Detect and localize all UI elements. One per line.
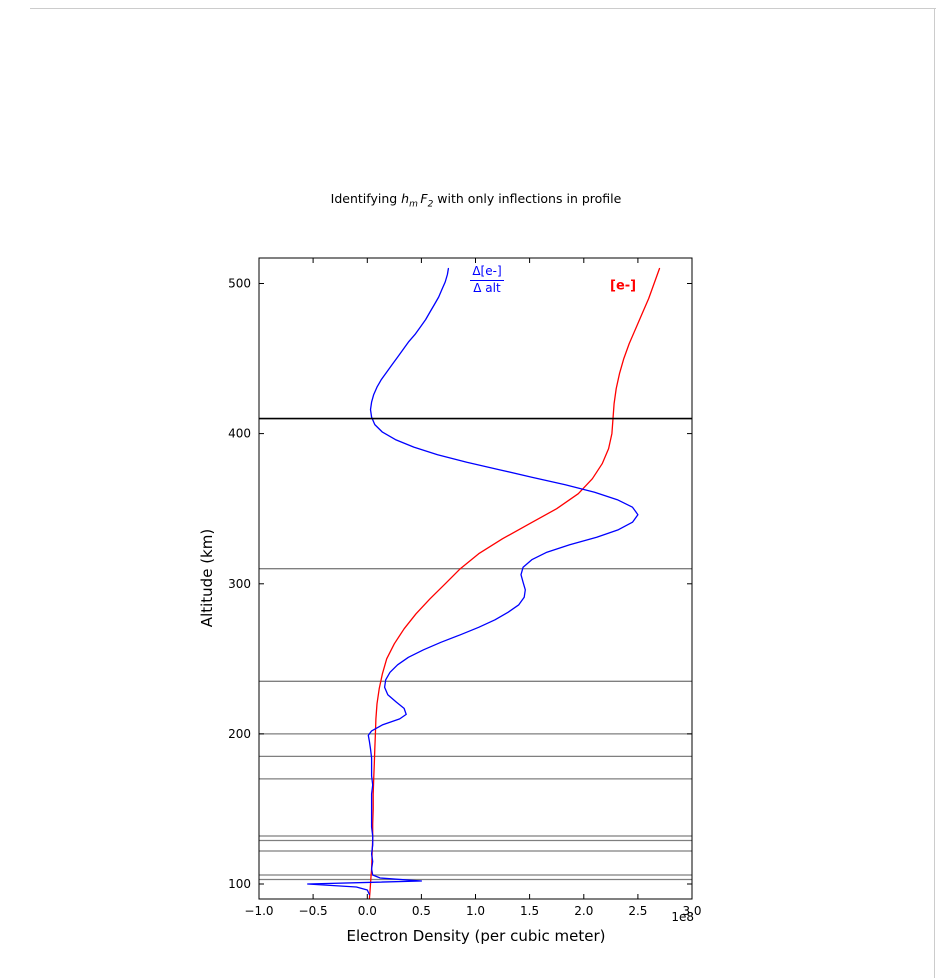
window-edge-top <box>30 8 936 9</box>
x-axis-label: Electron Density (per cubic meter) <box>346 927 606 945</box>
x-tick-label: 3.0 <box>682 904 701 918</box>
x-tick-label: −1.0 <box>244 904 273 918</box>
density-curve-label: [e-] <box>610 278 637 294</box>
x-tick-label: 0.5 <box>412 904 431 918</box>
y-tick-label: 100 <box>228 877 251 891</box>
derivative-curve-label: Δ[e-] Δ alt <box>464 264 510 296</box>
y-axis-label: Altitude (km) <box>198 528 216 628</box>
title-var-h: h <box>401 190 410 206</box>
y-tick-label: 200 <box>228 727 251 741</box>
x-tick-label: 2.5 <box>628 904 647 918</box>
y-tick-label: 500 <box>228 277 251 291</box>
title-var-f: F <box>420 190 428 206</box>
x-tick-label: −0.5 <box>299 904 328 918</box>
x-tick-label: 2.0 <box>574 904 593 918</box>
x-tick-label: 1.0 <box>466 904 485 918</box>
x-tick-label: 0.0 <box>358 904 377 918</box>
title-prefix: Identifying <box>330 190 402 206</box>
title-var-h-sub: m <box>409 199 418 210</box>
x-axis-offset-label: 1e8 <box>671 910 694 924</box>
title-suffix: with only inflections in profile <box>433 190 622 206</box>
derivative-curve <box>307 267 639 896</box>
y-tick-label: 400 <box>228 427 251 441</box>
derivative-label-numerator: Δ[e-] <box>470 264 504 281</box>
x-tick-label: 1.5 <box>520 904 539 918</box>
window-edge-right <box>934 8 935 978</box>
y-tick-label: 300 <box>228 577 251 591</box>
title-var-f-sub: 2 <box>427 199 434 210</box>
chart-title: Identifying hm F2 with only inflections … <box>331 191 622 210</box>
plot-frame <box>258 257 693 900</box>
electron-density-curve <box>368 267 661 900</box>
derivative-label-denominator: Δ alt <box>473 280 501 295</box>
